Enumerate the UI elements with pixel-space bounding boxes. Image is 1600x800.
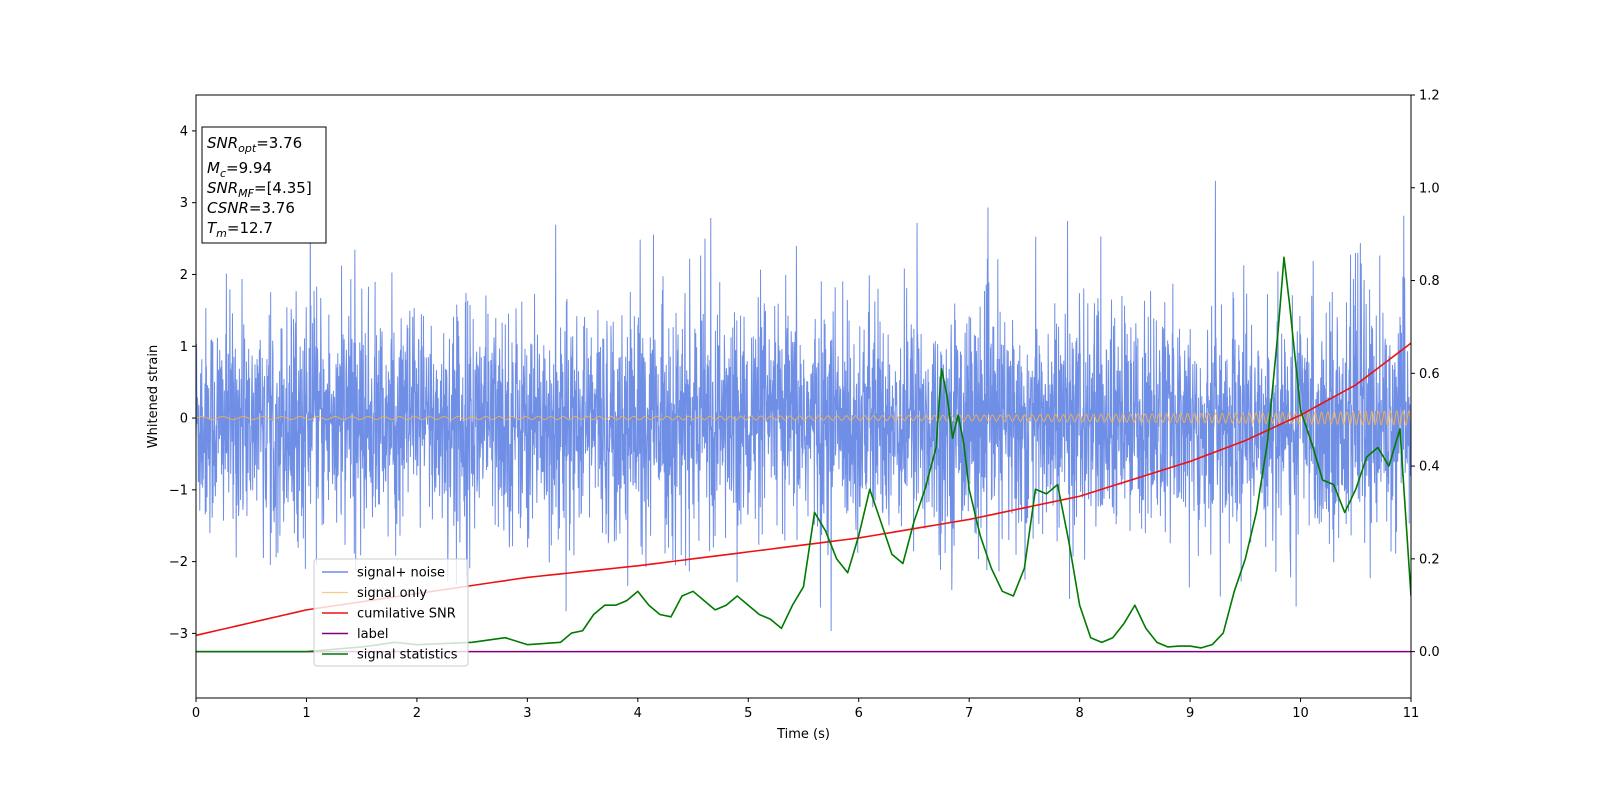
y-tick-label: −3: [169, 627, 188, 642]
y-tick-label: −1: [169, 483, 188, 498]
y2-tick-label: 1.2: [1419, 89, 1440, 104]
y2-tick-label: 0.6: [1419, 367, 1440, 382]
y-tick-label: 3: [180, 196, 188, 211]
y2-tick-label: 0.2: [1419, 552, 1440, 567]
x-tick-label: 2: [413, 706, 421, 721]
series-signal-only: [196, 409, 1411, 427]
legend-entry: signal+ noise: [357, 566, 445, 581]
legend-entry: cumilative SNR: [357, 607, 456, 622]
annotation-frame: [201, 126, 327, 244]
x-tick-label: 9: [1186, 706, 1194, 721]
x-tick-label: 8: [1075, 706, 1083, 721]
x-tick-label: 5: [744, 706, 752, 721]
annotation-line: SNRMF=[4.35]: [207, 179, 312, 200]
x-tick-label: 0: [192, 706, 200, 721]
x-axis-label: Time (s): [776, 727, 830, 742]
y-tick-label: 2: [180, 268, 188, 283]
x-tick-label: 3: [523, 706, 531, 721]
legend: signal+ noise signal only cumilative SNR la…: [313, 558, 469, 667]
y-axis-label: Whitened strain: [146, 345, 161, 448]
series-signal-noise: [196, 180, 1411, 631]
legend-entry: signal only: [357, 586, 427, 601]
annotation-line: CSNR=3.76: [207, 199, 295, 217]
y2-tick-label: 0.4: [1419, 460, 1440, 475]
legend-entry: signal statistics: [357, 648, 458, 663]
y2-tick-label: 0.0: [1419, 645, 1440, 660]
y-tick-label: 0: [180, 412, 188, 427]
axes: 0 1 2 3 4 5 6 7 8 9 10 11 −3 −2 −1 0 1 2 3 4 0.0 0.2 0.4 0.6 0.8…: [169, 89, 1440, 722]
x-tick-label: 10: [1292, 706, 1309, 721]
y2-tick-label: 1.0: [1419, 181, 1440, 196]
x-tick-label: 4: [634, 706, 642, 721]
legend-entry: label: [357, 627, 388, 642]
annotation-line: Tm=12.7: [207, 219, 273, 240]
x-tick-label: 1: [302, 706, 310, 721]
y-tick-label: 4: [180, 124, 188, 139]
annotation-line: SNRopt=3.76: [207, 134, 302, 155]
x-tick-label: 7: [965, 706, 973, 721]
y-tick-label: −2: [169, 555, 188, 570]
x-tick-label: 6: [855, 706, 863, 721]
annotation-line: Mc=9.94: [207, 159, 272, 180]
y2-tick-label: 0.8: [1419, 274, 1440, 289]
legend-frame: [313, 558, 469, 667]
y-tick-label: 1: [180, 340, 188, 355]
x-tick-label: 11: [1403, 706, 1420, 721]
series-signal-statistics: [196, 256, 1411, 653]
axes-frame: [195, 94, 1412, 699]
